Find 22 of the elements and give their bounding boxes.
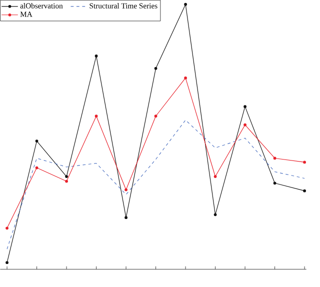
point (94, 114, 98, 118)
point (65, 180, 68, 183)
point (184, 2, 187, 6)
point (184, 76, 187, 80)
point (35, 166, 38, 169)
point (273, 156, 276, 160)
point (124, 188, 128, 191)
point (214, 213, 217, 216)
point (6, 260, 8, 264)
point (303, 189, 306, 192)
point (303, 160, 306, 164)
point (35, 139, 38, 142)
point (154, 114, 158, 118)
point (6, 226, 8, 230)
point (273, 182, 276, 184)
point (214, 174, 217, 178)
point (124, 216, 128, 219)
point (94, 54, 98, 58)
point (154, 66, 158, 70)
point (244, 123, 246, 126)
point (65, 174, 68, 178)
point (244, 104, 246, 108)
